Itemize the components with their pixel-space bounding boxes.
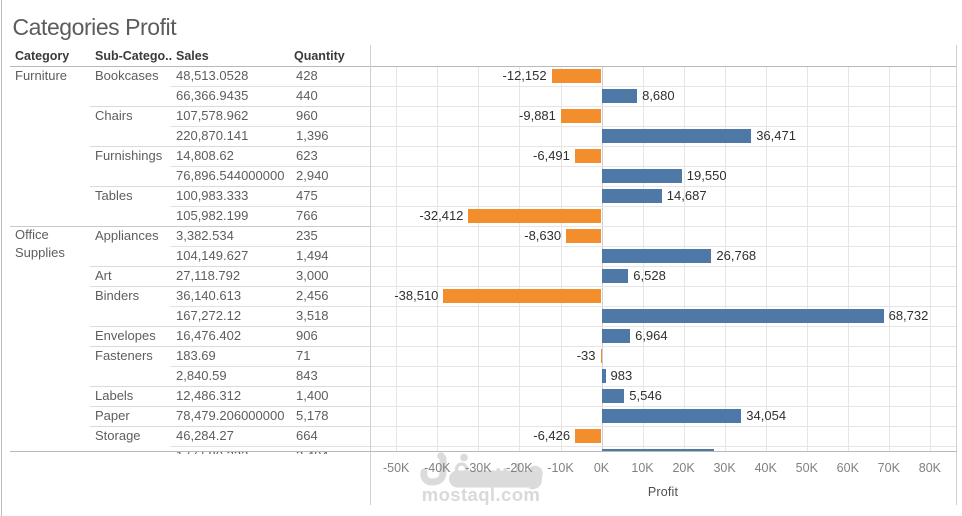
svg-text:mostaql.com: mostaql.com bbox=[422, 484, 541, 505]
